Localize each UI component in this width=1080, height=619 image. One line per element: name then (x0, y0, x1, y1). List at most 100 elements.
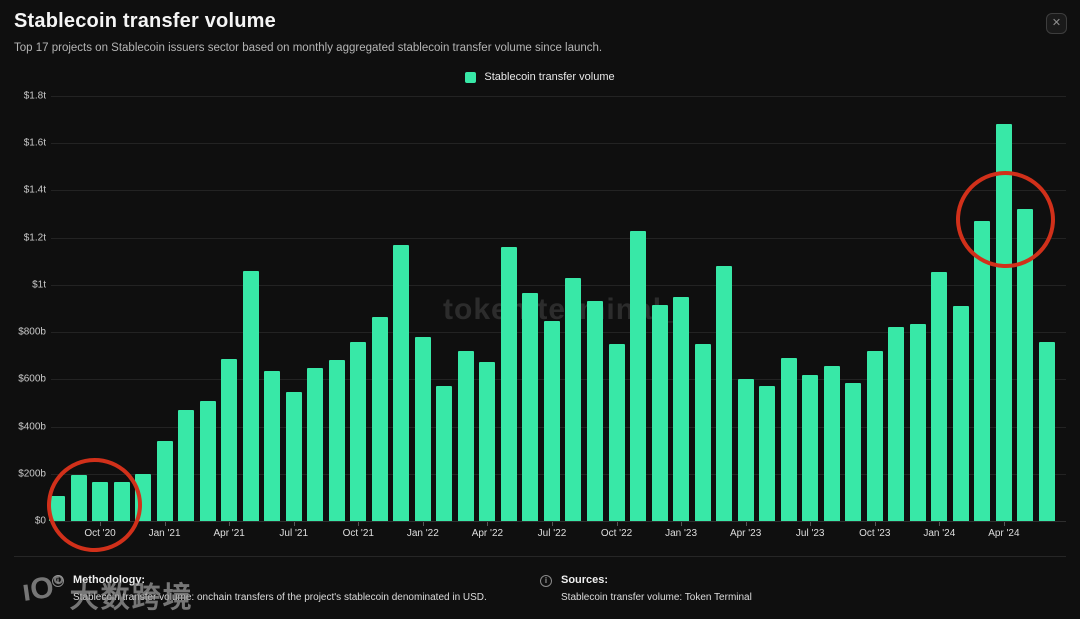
x-axis-tick-label: Jul '23 (795, 528, 825, 539)
bar-sep22[interactable] (587, 301, 603, 521)
x-axis-tick-label: Oct '21 (342, 528, 374, 539)
bar-may23[interactable] (759, 386, 776, 521)
bar-dec22[interactable] (651, 304, 668, 521)
bar-aug21[interactable] (307, 367, 324, 521)
y-axis-tick-label: $1.4t (23, 184, 46, 196)
bar-feb22[interactable] (436, 386, 453, 521)
bar-nov23[interactable] (888, 327, 905, 521)
info-icon: i (52, 575, 64, 587)
bar-apr22[interactable] (479, 361, 496, 521)
x-axis-tick (874, 522, 876, 526)
x-axis-tick (551, 522, 553, 526)
bar-aug23[interactable] (823, 366, 840, 521)
info-icon: i (540, 575, 552, 587)
x-axis-tick (681, 522, 683, 526)
bar-feb21[interactable] (178, 410, 195, 521)
x-axis-tick-label: Apr '23 (729, 528, 762, 539)
y-axis-tick-label: $400b (18, 421, 46, 433)
x-axis-tick-label: Apr '21 (213, 528, 245, 539)
x-axis-tick-label: Jan '22 (406, 528, 439, 539)
y-axis-tick-label: $800b (18, 326, 46, 338)
x-axis-tick-label: Oct '23 (859, 528, 891, 539)
bar-jul21[interactable] (285, 392, 302, 521)
x-axis-tick (939, 522, 941, 526)
bar-apr21[interactable] (221, 359, 238, 521)
bar-jan24[interactable] (931, 271, 948, 521)
gridline (51, 96, 1066, 97)
y-axis-tick-label: $600b (18, 373, 46, 385)
bar-oct23[interactable] (866, 351, 883, 521)
x-axis-tick (487, 522, 489, 526)
corner-watermark-text: 大数跨境 (69, 582, 194, 614)
bar-oct22[interactable] (608, 343, 625, 521)
bar-mar21[interactable] (199, 400, 216, 521)
bar-oct20[interactable] (92, 482, 109, 521)
x-axis-tick (810, 522, 812, 526)
bar-dec21[interactable] (393, 244, 410, 521)
x-axis-tick (164, 522, 166, 526)
x-axis-tick-label: Oct '20 (84, 528, 116, 539)
gridline (51, 284, 1066, 286)
bar-jan22[interactable] (414, 336, 431, 521)
x-axis-tick-label: Apr '24 (988, 528, 1020, 539)
bar-jan21[interactable] (156, 440, 173, 521)
bar-jun21[interactable] (264, 371, 281, 521)
x-axis-tick-label: Oct '22 (600, 528, 633, 539)
bar-jan23[interactable] (673, 296, 690, 521)
legend[interactable]: Stablecoin transfer volume (0, 71, 1080, 83)
y-axis-tick-label: $1.2t (23, 232, 46, 244)
gridline (51, 521, 1066, 522)
bar-nov22[interactable] (630, 230, 647, 521)
gridline (51, 143, 1066, 145)
bar-may24[interactable] (1017, 209, 1034, 521)
x-axis-tick (358, 522, 360, 526)
y-axis-tick-label: $1.8t (23, 90, 46, 102)
sources-text: Stablecoin transfer volume: Token Termin… (561, 592, 752, 603)
bar-sep20[interactable] (70, 474, 87, 521)
bar-mar22[interactable] (457, 351, 474, 521)
methodology-title: Methodology: (73, 574, 146, 586)
bar-jun22[interactable] (522, 293, 539, 521)
page-subtitle: Top 17 projects on Stablecoin issuers se… (14, 42, 603, 54)
x-axis-tick (293, 522, 295, 526)
bar-dec23[interactable] (909, 323, 926, 521)
x-axis-tick (745, 522, 747, 526)
bar-aug20[interactable] (49, 496, 65, 521)
bar-may21[interactable] (242, 270, 259, 521)
bar-sep23[interactable] (845, 382, 862, 521)
corner-watermark-logo-icon: ıO° (19, 569, 68, 608)
gridline (51, 237, 1066, 239)
x-axis-tick-label: Jan '23 (665, 528, 698, 539)
bar-jul23[interactable] (802, 374, 819, 521)
x-axis-tick-label: Jan '24 (923, 528, 956, 539)
bar-nov20[interactable] (113, 482, 130, 521)
sources-title: Sources: (561, 574, 609, 586)
bar-mar24[interactable] (974, 221, 991, 521)
legend-label: Stablecoin transfer volume (484, 71, 615, 83)
bar-mar23[interactable] (716, 266, 733, 521)
methodology-text: Stablecoin transfer volume: onchain tran… (73, 592, 487, 603)
bar-dec20[interactable] (135, 473, 152, 521)
x-axis-tick (616, 522, 618, 526)
bar-apr24[interactable] (995, 124, 1012, 521)
page-title: Stablecoin transfer volume (14, 10, 276, 32)
bar-feb24[interactable] (952, 306, 969, 521)
bar-jun24[interactable] (1038, 341, 1055, 521)
y-axis-tick-label: $200b (18, 468, 46, 480)
bar-jun23[interactable] (780, 358, 797, 521)
bar-aug22[interactable] (565, 277, 582, 521)
bar-nov21[interactable] (371, 316, 388, 521)
bar-sep21[interactable] (328, 360, 345, 521)
x-axis-tick-label: Jul '21 (279, 528, 309, 539)
bar-feb23[interactable] (694, 343, 711, 521)
close-icon[interactable]: ✕ (1046, 13, 1067, 34)
bar-oct21[interactable] (350, 341, 367, 521)
methodology-section: i Methodology: Stablecoin transfer volum… (52, 574, 487, 603)
sources-section: i Sources: Stablecoin transfer volume: T… (540, 574, 752, 603)
bar-jul22[interactable] (543, 321, 560, 521)
x-axis-tick (1003, 522, 1005, 526)
legend-swatch-icon (465, 71, 477, 83)
x-axis-tick-label: Jan '21 (148, 528, 181, 539)
bar-may22[interactable] (500, 247, 517, 521)
bar-apr23[interactable] (737, 379, 754, 521)
